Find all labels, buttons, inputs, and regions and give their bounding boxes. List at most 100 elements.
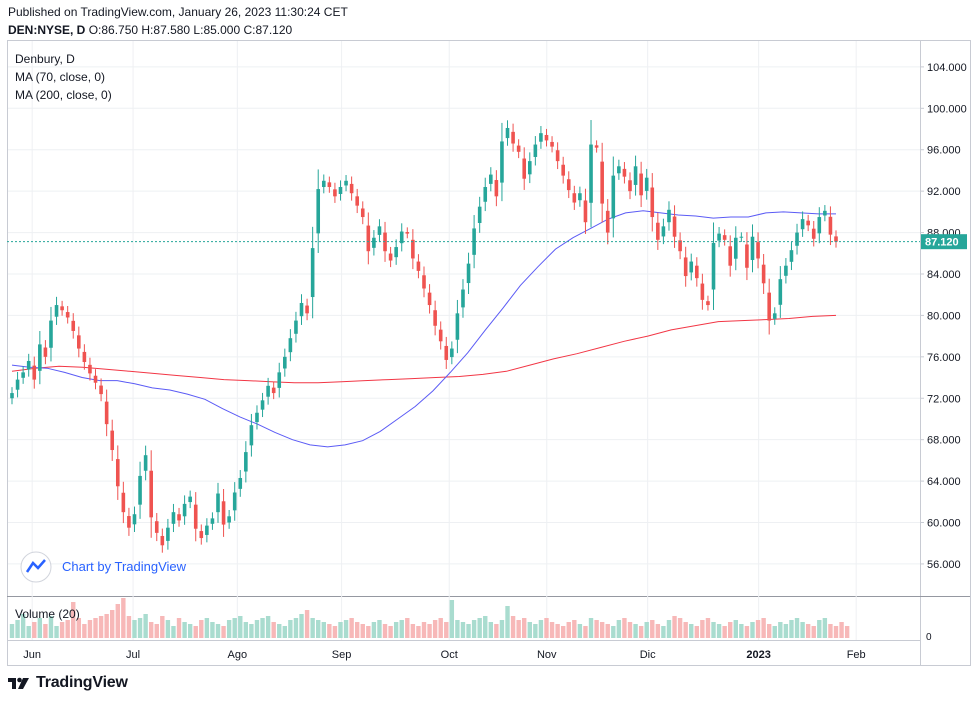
volume-bar <box>432 620 438 638</box>
volume-bar <box>187 624 193 638</box>
volume-bar <box>750 622 755 638</box>
candle-body <box>717 233 721 241</box>
candle-body <box>583 200 588 223</box>
candle-body <box>171 512 176 524</box>
volume-bar <box>744 626 750 638</box>
candle-body <box>778 279 783 305</box>
candle-body <box>154 521 159 533</box>
volume-bar <box>533 624 538 638</box>
candle-body <box>54 305 59 317</box>
candle-body <box>672 216 677 237</box>
chart-frame <box>7 40 971 666</box>
volume-bar <box>143 614 148 638</box>
volume-bar <box>243 622 249 638</box>
time-tick-label: Jun <box>23 649 41 661</box>
price-tick-label: 56.000 <box>927 559 961 571</box>
volume-bar <box>54 626 59 638</box>
price-tick-label: 72.000 <box>927 393 961 405</box>
volume-bar <box>354 622 360 638</box>
volume-bar <box>154 624 159 638</box>
candle-body <box>21 372 25 378</box>
volume-bar <box>549 622 555 638</box>
volume-bar <box>293 618 299 638</box>
volume-bar <box>644 622 649 638</box>
volume-bar <box>739 624 744 638</box>
candle-body <box>310 248 315 298</box>
candle-body <box>199 531 204 539</box>
volume-bar <box>672 616 677 638</box>
candlestick-series <box>10 120 838 553</box>
volume-bar <box>638 626 644 638</box>
candle-body <box>305 305 309 314</box>
volume-bar <box>494 624 499 638</box>
volume-bar <box>822 618 828 638</box>
candle-body <box>472 228 476 255</box>
ma200-line <box>11 314 837 384</box>
candle-body <box>205 525 209 535</box>
candle-body <box>93 375 98 383</box>
candle-body <box>483 187 488 202</box>
volume-bar <box>399 620 404 638</box>
volume-bar <box>811 626 816 638</box>
candle-body <box>772 313 777 319</box>
volume-bar <box>327 624 332 638</box>
volume-bar <box>700 620 705 638</box>
candle-body <box>789 250 794 262</box>
candle-body <box>527 161 532 175</box>
volume-bar <box>382 624 388 638</box>
candle-body <box>566 179 571 191</box>
volume-bar <box>148 622 154 638</box>
volume-bar <box>371 622 377 638</box>
volume-bar <box>410 624 416 638</box>
candle-body <box>722 235 727 240</box>
candle-body <box>466 263 471 284</box>
symbol-label: DEN:NYSE, D <box>8 23 86 37</box>
candle-body <box>10 393 14 399</box>
volume-bar <box>661 626 666 638</box>
volume-bar <box>221 626 226 638</box>
volume-bar <box>15 620 20 638</box>
time-tick-label: Oct <box>441 649 458 661</box>
volume-bar <box>271 622 276 638</box>
volume-bar <box>215 624 221 638</box>
candle-body <box>244 452 248 472</box>
volume-bar <box>800 622 805 638</box>
volume-bar <box>444 622 449 638</box>
volume-bar <box>483 616 488 638</box>
candle-body <box>600 161 604 204</box>
candle-body <box>232 492 237 511</box>
symbol-ohlc-line: DEN:NYSE, D O:86.750 H:87.580 L:85.000 C… <box>8 23 292 37</box>
candle-body <box>661 226 666 237</box>
volume-bar <box>766 624 772 638</box>
candle-body <box>143 455 148 471</box>
volume-bar <box>622 618 627 638</box>
volume-bar <box>555 624 560 638</box>
candle-body <box>88 364 92 374</box>
candle-body <box>433 310 437 326</box>
candle-body <box>327 182 332 188</box>
candle-body <box>177 514 181 521</box>
candle-body <box>739 236 744 238</box>
candle-body <box>444 345 449 360</box>
price-tick-label: 64.000 <box>927 476 961 488</box>
volume-bar <box>650 620 655 638</box>
volume-bar <box>193 626 198 638</box>
price-tick-label: 104.000 <box>927 62 967 74</box>
candle-body <box>416 261 421 271</box>
volume-bar <box>711 622 716 638</box>
candle-body <box>15 379 20 390</box>
volume-bar <box>405 618 410 638</box>
volume-bar <box>232 618 237 638</box>
candle-body <box>683 257 688 277</box>
time-tick-label: Nov <box>537 649 557 661</box>
candle-body <box>494 180 499 197</box>
volume-bar <box>249 624 254 638</box>
volume-bar <box>310 618 315 638</box>
volume-bar <box>316 620 321 638</box>
volume-bar <box>761 618 766 638</box>
candle-body <box>355 196 359 206</box>
candle-body <box>578 193 582 201</box>
candle-body <box>366 225 371 252</box>
ma70-polyline <box>11 210 836 448</box>
